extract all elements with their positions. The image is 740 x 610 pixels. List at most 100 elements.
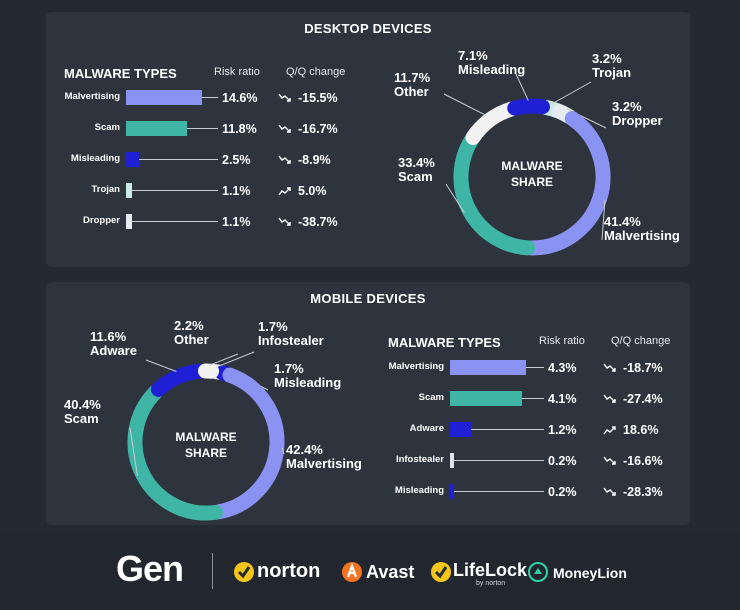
mobile-label-misleading: 1.7% Misleading <box>274 362 341 390</box>
trend-down-icon <box>278 93 291 102</box>
mobile-table-title: MALWARE TYPES <box>388 335 501 350</box>
norton-check-icon <box>234 562 254 582</box>
mobile-label-value-scam: 40.4% <box>64 397 101 412</box>
desktop-qq-trojan: 5.0% <box>298 184 327 198</box>
mobile-value-malvertising: 4.3% <box>548 361 577 375</box>
mobile-slice-adware <box>150 363 210 397</box>
desktop-label-name-misleading: Misleading <box>458 62 526 77</box>
desktop-leader-misleading <box>139 159 218 160</box>
mobile-qq-infostealer: -16.6% <box>623 454 663 468</box>
mobile-value-scam: 4.1% <box>548 392 577 406</box>
desktop-label-malvertising: Malvertising <box>64 91 120 102</box>
desktop-label-value-misleading: 7.1% <box>458 48 488 63</box>
desktop-label-other: 11.7% Other <box>394 71 430 99</box>
mobile-center-label: MALWARE SHARE <box>156 429 256 461</box>
avast-icon <box>342 562 362 582</box>
mobile-label-name-malvertising: Malvertising <box>286 456 362 471</box>
desktop-center-line1: MALWARE <box>501 159 563 173</box>
desktop-slice-malvertising <box>523 111 611 256</box>
desktop-leader-trojan <box>131 190 218 191</box>
trend-down-icon <box>603 487 616 496</box>
mobile-bar-scam <box>450 391 523 406</box>
mobile-label-malvertising: 42.4% Malvertising <box>286 443 362 471</box>
mobile-donut-chart <box>127 351 285 521</box>
mobile-qq-scam: -27.4% <box>623 392 663 406</box>
desktop-leader-other <box>443 93 487 117</box>
desktop-qq-scam: -16.7% <box>298 122 338 136</box>
desktop-label-value-malvertising: 41.4% <box>604 214 641 229</box>
desktop-label-dropper: 3.2% Dropper <box>612 100 663 128</box>
mobile-slice-malvertising <box>211 367 285 520</box>
lifelock-check-icon <box>431 562 451 582</box>
mobile-leader-misleading <box>454 491 544 492</box>
mobile-value-infostealer: 0.2% <box>548 454 577 468</box>
desktop-bar-dropper <box>126 214 132 229</box>
desktop-leader-dropper <box>131 221 218 222</box>
desktop-label-malvertising: 41.4% Malvertising <box>604 215 680 243</box>
mobile-title: MOBILE DEVICES <box>310 291 426 306</box>
desktop-table-title: MALWARE TYPES <box>64 66 177 81</box>
norton-logo: norton <box>257 560 321 582</box>
desktop-label-misleading: 7.1% Misleading <box>458 49 525 77</box>
desktop-center-line2: SHARE <box>510 175 553 189</box>
mobile-label-value-other: 2.2% <box>174 318 204 333</box>
desktop-donut-chart <box>443 73 611 256</box>
mobile-leader-adware <box>471 429 544 430</box>
desktop-bar-scam <box>126 121 188 136</box>
desktop-value-malvertising: 14.6% <box>222 91 258 105</box>
desktop-slice-other <box>465 101 519 145</box>
avast-logo: Avast <box>366 562 415 582</box>
desktop-label-value-dropper: 3.2% <box>612 99 642 114</box>
moneylion-logo: MoneyLion <box>553 565 627 581</box>
desktop-label-value-scam: 33.4% <box>398 155 435 170</box>
mobile-label-name-other: Other <box>174 332 209 347</box>
mobile-label-infostealer: 1.7% Infostealer <box>258 320 324 348</box>
desktop-panel: DESKTOP DEVICES MALWARE TYPES Risk ratio… <box>46 12 690 267</box>
mobile-label-name-scam: Scam <box>64 411 99 426</box>
trend-up-icon <box>603 426 616 435</box>
trend-down-icon <box>278 155 291 164</box>
desktop-label-name-dropper: Dropper <box>612 113 663 128</box>
mobile-label-name-adware: Adware <box>90 343 137 358</box>
lifelock-logo: LifeLock <box>453 560 528 580</box>
mobile-leader-malvertising <box>526 367 544 368</box>
desktop-value-scam: 11.8% <box>222 122 257 136</box>
mobile-bar-misleading <box>450 484 454 499</box>
desktop-leader-scam <box>445 183 465 213</box>
mobile-bar-malvertising <box>450 360 526 375</box>
desktop-label-scam: Scam <box>94 122 120 133</box>
trend-down-icon <box>278 217 291 226</box>
desktop-col-qq: Q/Q change <box>286 66 346 78</box>
desktop-label-name-trojan: Trojan <box>592 65 632 80</box>
mobile-panel: MOBILE DEVICES MALWARE TYPES Risk ratio … <box>46 282 690 525</box>
mobile-col-risk: Risk ratio <box>539 335 585 347</box>
desktop-value-dropper: 1.1% <box>222 215 251 229</box>
mobile-qq-adware: 18.6% <box>623 423 659 437</box>
desktop-value-misleading: 2.5% <box>222 153 251 167</box>
desktop-slice-misleading <box>507 98 550 116</box>
mobile-label-malvertising: Malvertising <box>388 361 444 372</box>
desktop-bar-trojan <box>126 183 132 198</box>
mobile-leader-malvertising <box>281 447 285 455</box>
desktop-leader-malvertising <box>202 97 218 98</box>
desktop-label-trojan: Trojan <box>91 184 120 195</box>
desktop-title: DESKTOP DEVICES <box>304 21 432 36</box>
mobile-leader-other <box>208 353 239 367</box>
mobile-leader-adware <box>145 359 177 372</box>
trend-down-icon <box>278 124 291 133</box>
mobile-label-adware: Adware <box>409 423 444 434</box>
desktop-bar-malvertising <box>126 90 202 105</box>
mobile-label-infostealer: Infostealer <box>395 454 444 465</box>
desktop-label-scam: 33.4% Scam <box>398 156 435 184</box>
desktop-center-label: MALWARE SHARE <box>482 158 582 190</box>
desktop-qq-malvertising: -15.5% <box>298 91 338 105</box>
mobile-label-name-misleading: Misleading <box>274 375 342 390</box>
desktop-bar-misleading <box>126 152 139 167</box>
desktop-label-name-scam: Scam <box>398 169 433 184</box>
mobile-label-other: 2.2% Other <box>174 319 209 347</box>
desktop-label-trojan: 3.2% Trojan <box>592 52 631 80</box>
desktop-qq-misleading: -8.9% <box>298 153 331 167</box>
mobile-label-scam: 40.4% Scam <box>64 398 101 426</box>
mobile-label-value-misleading: 1.7% <box>274 361 304 376</box>
mobile-bar-adware <box>450 422 472 437</box>
